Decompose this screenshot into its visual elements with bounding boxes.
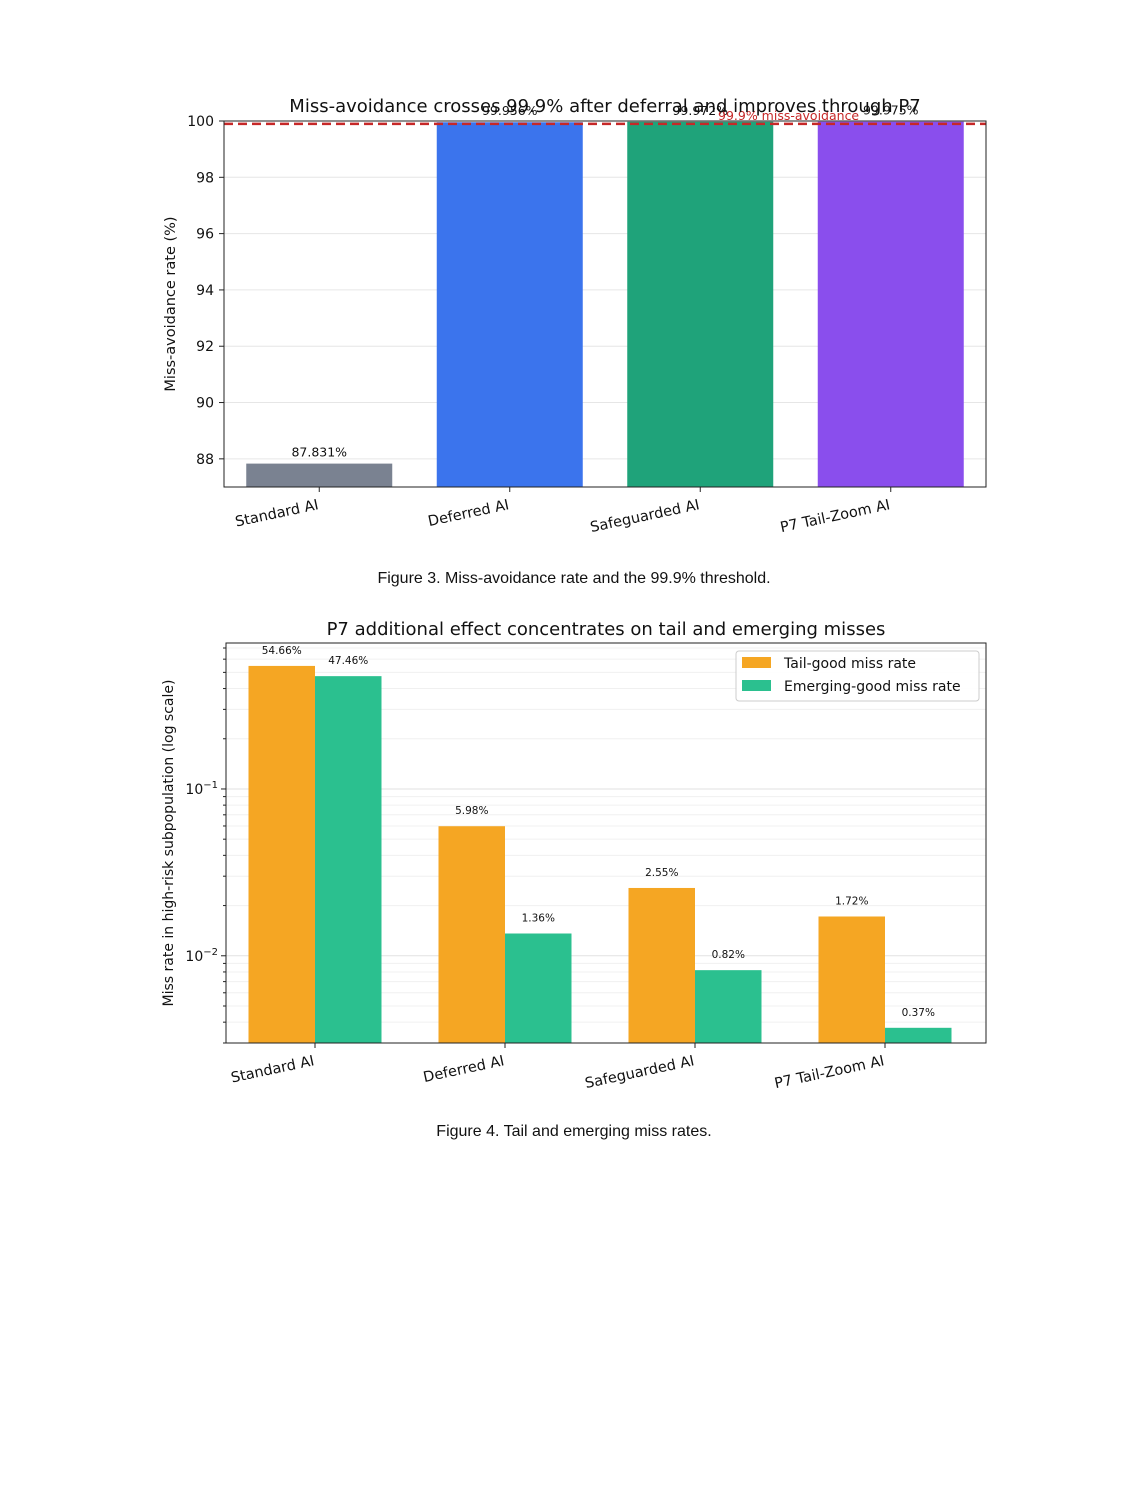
legend-entry: Tail-good miss rate: [783, 656, 916, 672]
plot-frame: [223, 120, 987, 488]
bar: [248, 665, 315, 1043]
x-tick-label: Standard AI: [230, 1053, 316, 1086]
legend-swatch: [742, 657, 771, 668]
data-label: 2.55%: [645, 867, 678, 879]
x-tick-label: P7 Tail-Zoom AI: [773, 1053, 886, 1092]
bar: [315, 676, 382, 1043]
legend-swatch: [742, 680, 771, 691]
y-axis-label: Miss rate in high-risk subpopulation (lo…: [161, 680, 177, 1007]
data-label: 0.82%: [712, 949, 745, 961]
y-tick-label: 96: [196, 227, 214, 243]
y-tick-label: 10−2: [185, 947, 218, 965]
y-axis-label: Miss-avoidance rate (%): [163, 216, 179, 391]
legend: Tail-good miss rate Emerging-good miss ra…: [735, 650, 980, 702]
data-label: 99.975%: [863, 103, 919, 118]
figure-4-chart: 10−1 10−2 54.66% 47.46% Standard AI 5.98% 1.36…: [161, 619, 987, 1092]
bar: [627, 121, 774, 488]
legend-entry: Emerging-good miss rate: [784, 679, 961, 695]
data-label: 99.956%: [482, 103, 538, 118]
figure-4-caption: Figure 4. Tail and emerging miss rates.: [436, 1123, 712, 1140]
figure-3-caption: Figure 3. Miss-avoidance rate and the 99…: [377, 570, 771, 587]
data-label: 1.72%: [835, 895, 868, 907]
data-label: 0.37%: [902, 1007, 935, 1019]
y-tick-label: 90: [196, 396, 214, 412]
bar: [246, 463, 393, 487]
y-tick-label: 94: [196, 283, 214, 299]
x-tick-label: Safeguarded AI: [584, 1053, 696, 1092]
bar: [818, 916, 885, 1043]
legend-box: [735, 650, 980, 702]
data-label: 47.46%: [328, 655, 368, 667]
y-tick-label: 98: [196, 170, 214, 186]
y-tick-label: 100: [187, 114, 214, 130]
bar: [885, 1027, 952, 1043]
bar: [695, 970, 762, 1043]
data-label: 1.36%: [522, 913, 555, 925]
bar: [628, 887, 695, 1043]
chart-title: P7 additional effect concentrates on tai…: [327, 619, 886, 640]
x-tick-label: Deferred AI: [422, 1053, 506, 1086]
y-tick-label: 88: [196, 452, 214, 468]
bar: [505, 933, 572, 1043]
threshold-label: 99.9% miss-avoidance: [718, 108, 859, 123]
data-label: 54.66%: [262, 645, 302, 657]
bar: [436, 122, 583, 487]
data-label: 87.831%: [291, 445, 347, 460]
chart-title: Miss-avoidance crosses 99.9% after defer…: [289, 96, 920, 117]
y-tick-label: 92: [196, 339, 214, 355]
bar: [438, 826, 505, 1043]
data-label: 99.972%: [672, 103, 728, 118]
data-label: 5.98%: [455, 805, 488, 817]
plot-frame: [225, 642, 987, 1044]
y-tick-label: 10−1: [185, 780, 218, 798]
bar: [817, 121, 964, 487]
